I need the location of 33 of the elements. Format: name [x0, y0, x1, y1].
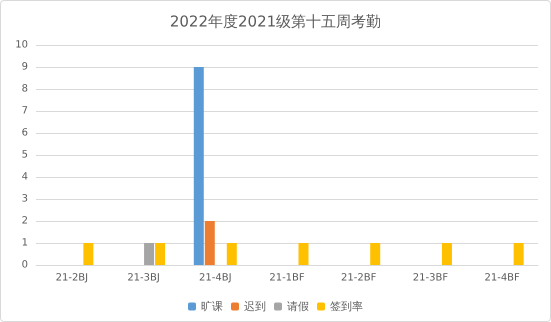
bar	[442, 243, 452, 265]
bar	[298, 243, 308, 265]
y-tick-label: 9	[22, 62, 28, 72]
x-tick-label: 21-1BF	[269, 272, 305, 284]
y-tick-label: 6	[22, 128, 28, 138]
bar	[226, 243, 237, 265]
y-tick-label: 10	[15, 40, 28, 50]
bar	[194, 67, 204, 265]
x-tick-label: 21-4BJ	[199, 272, 232, 284]
bar	[155, 243, 166, 265]
y-tick-label: 7	[22, 106, 28, 116]
y-tick-label: 4	[22, 172, 28, 182]
legend-label: 旷课	[201, 300, 223, 313]
legend-label: 请假	[287, 300, 309, 313]
bar	[83, 243, 94, 265]
x-tick-label: 21-2BF	[341, 272, 377, 284]
y-tick-label: 0	[22, 260, 28, 270]
bar	[514, 243, 524, 265]
bar	[144, 243, 154, 265]
legend-label: 迟到	[244, 300, 266, 313]
x-tick-label: 21-4BF	[484, 272, 520, 284]
y-tick-label: 8	[22, 84, 28, 94]
legend-label: 签到率	[330, 300, 363, 313]
x-tick-label: 21-2BJ	[56, 272, 88, 284]
x-tick-label: 21-3BF	[412, 272, 448, 284]
y-tick-label: 5	[22, 150, 28, 160]
bar	[204, 221, 215, 265]
y-tick-label: 2	[22, 216, 28, 226]
y-tick-label: 1	[22, 238, 28, 248]
chart-title: 2022年度2021级第十五周考勤	[170, 12, 382, 30]
bar	[370, 243, 380, 265]
y-tick-label: 3	[22, 194, 28, 204]
x-tick-label: 21-3BJ	[127, 272, 160, 284]
